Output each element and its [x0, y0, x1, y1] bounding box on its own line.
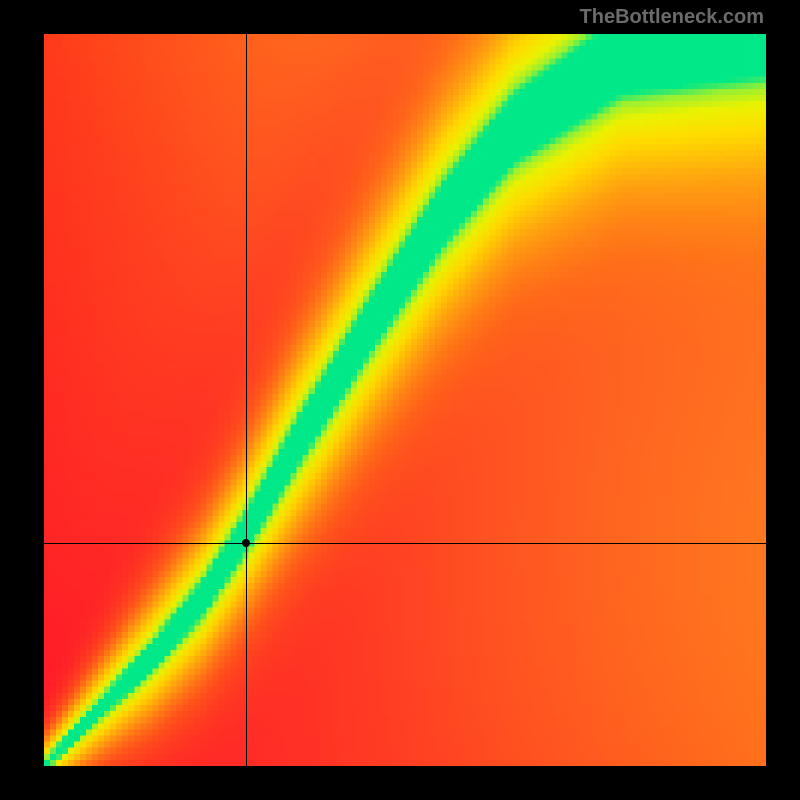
watermark-text: TheBottleneck.com: [580, 6, 764, 29]
heatmap-plot: [44, 34, 766, 766]
crosshair-vertical: [246, 34, 247, 766]
bottleneck-marker: [242, 539, 250, 547]
heatmap-canvas: [44, 34, 766, 766]
crosshair-horizontal: [44, 543, 766, 544]
